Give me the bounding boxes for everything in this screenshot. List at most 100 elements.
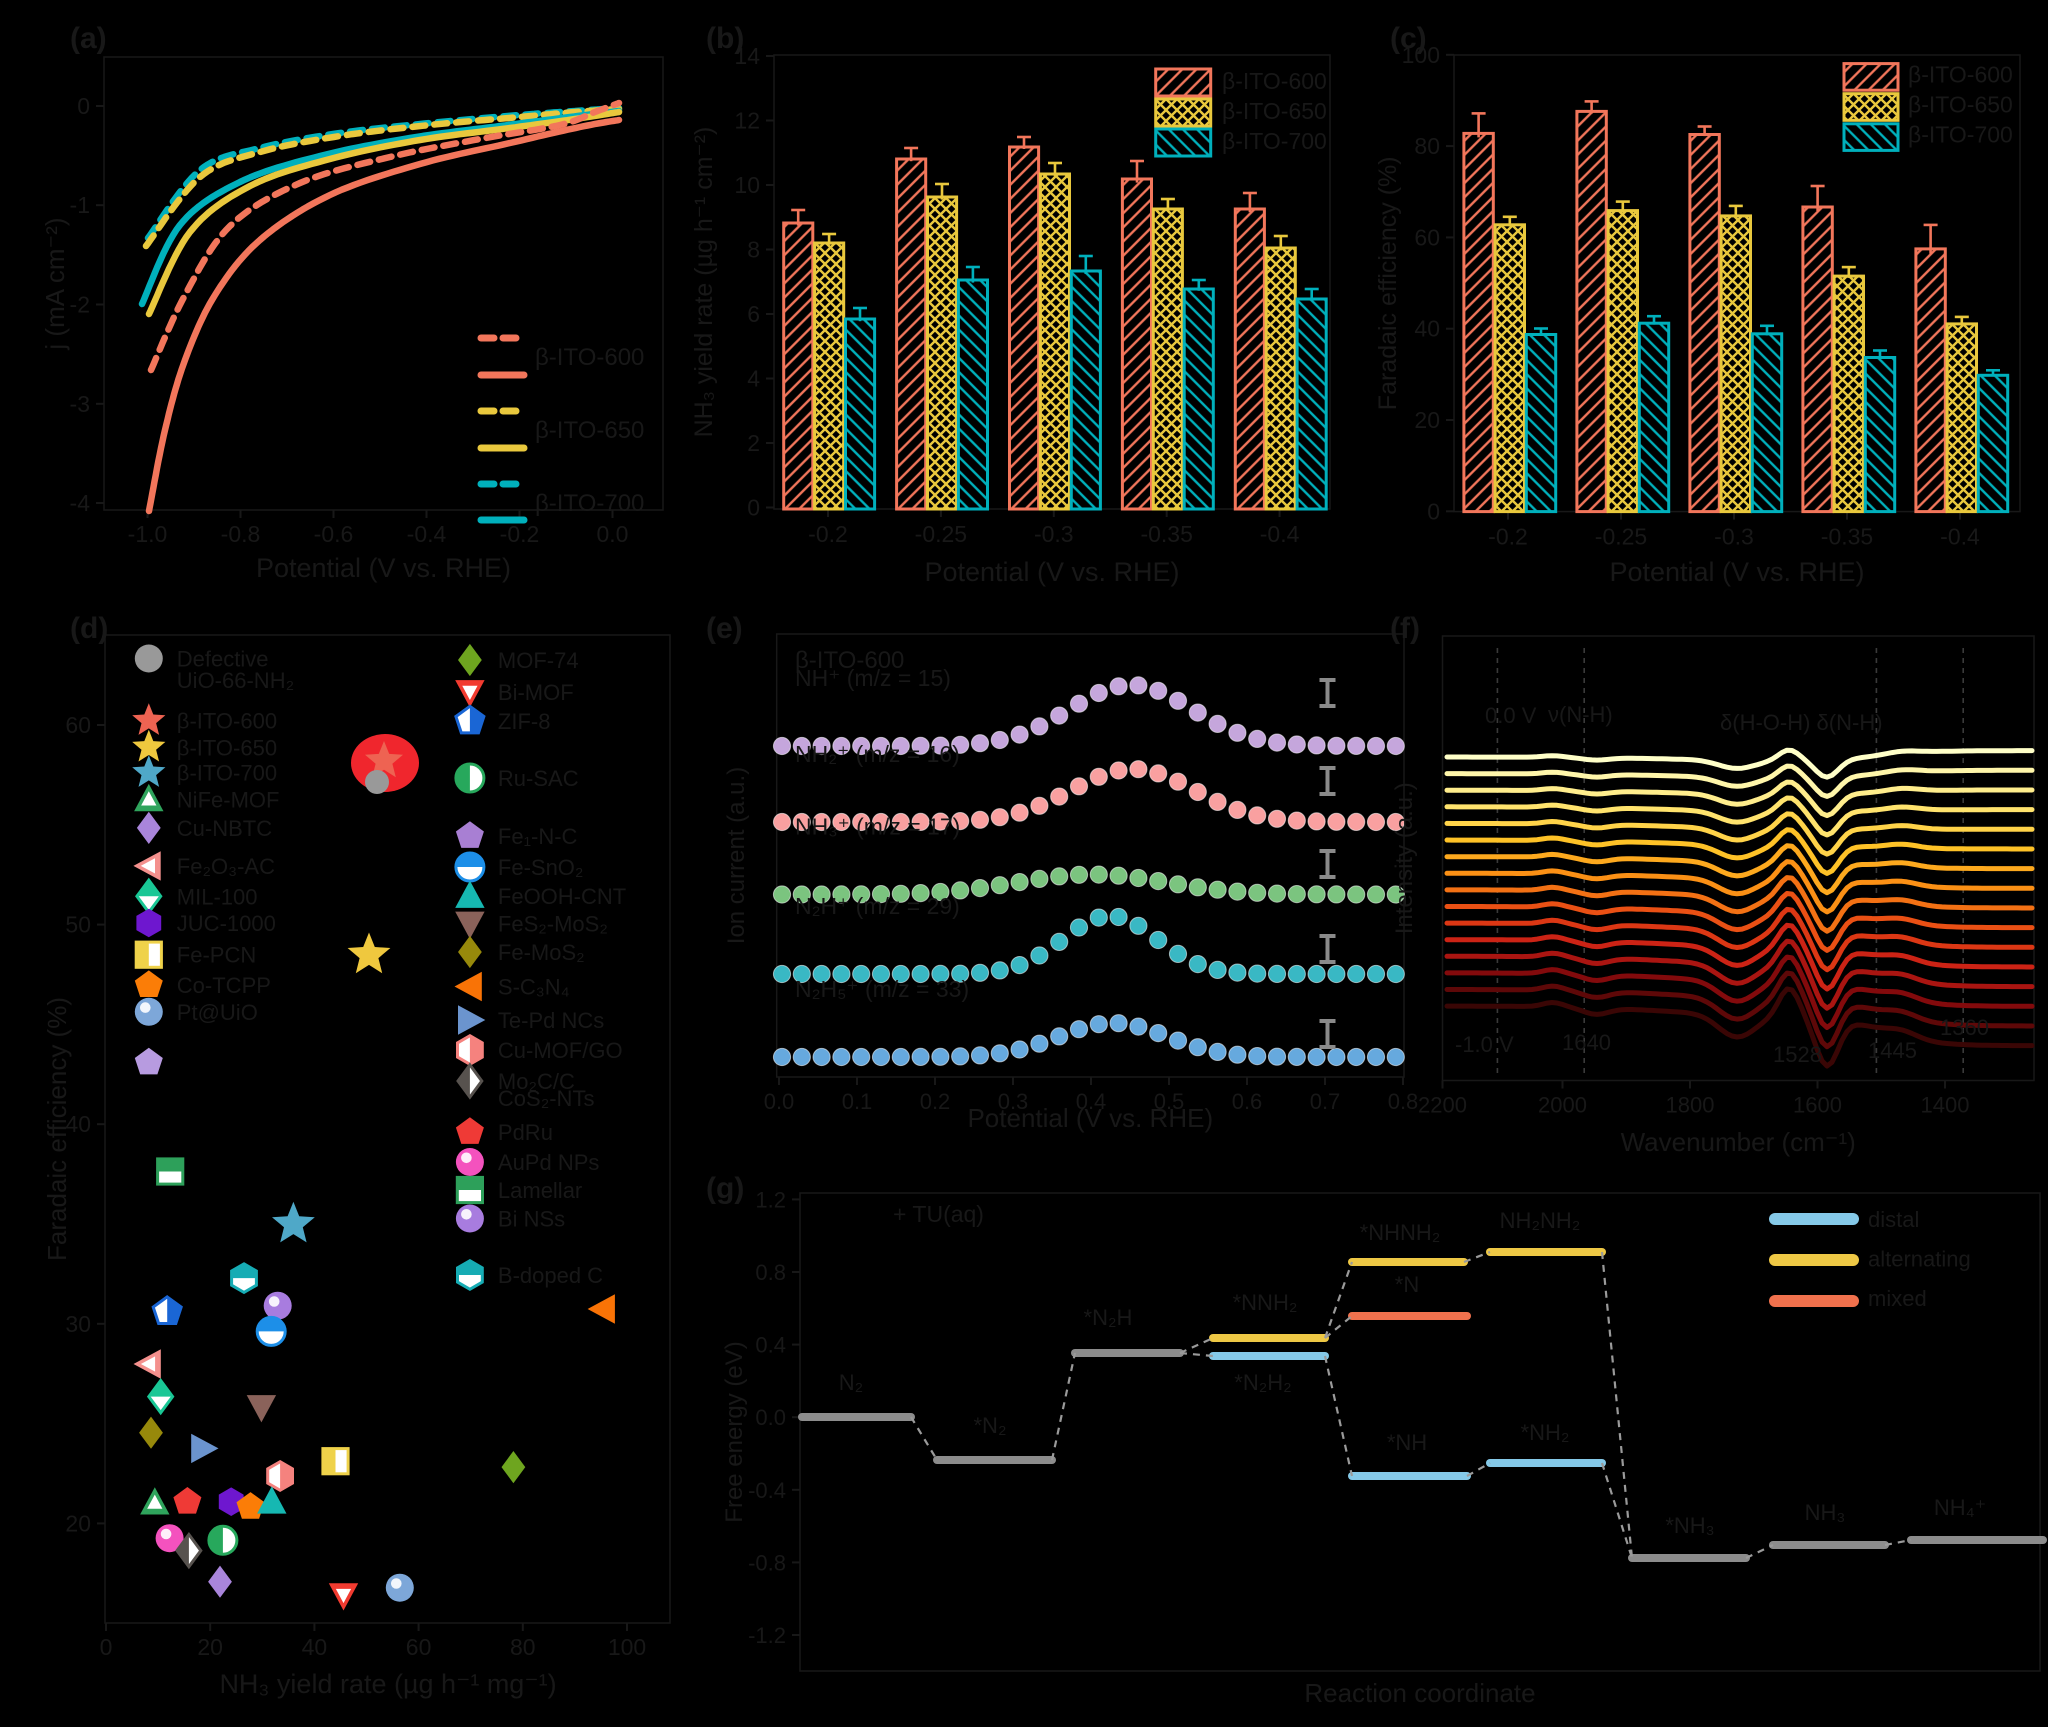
svg-text:0.4: 0.4: [755, 1333, 786, 1358]
svg-text:0: 0: [747, 495, 760, 521]
svg-text:2200: 2200: [1418, 1093, 1467, 1118]
svg-text:-0.25: -0.25: [1595, 524, 1647, 550]
svg-text:β-ITO-600: β-ITO-600: [535, 344, 644, 371]
svg-text:Potential (V vs. RHE): Potential (V vs. RHE): [1609, 557, 1864, 587]
svg-text:NH₂⁺ (m/z = 16): NH₂⁺ (m/z = 16): [795, 741, 960, 767]
svg-text:Fe-SnO₂: Fe-SnO₂: [498, 855, 584, 880]
svg-text:ZIF-8: ZIF-8: [498, 709, 551, 734]
svg-text:80: 80: [510, 1634, 536, 1660]
svg-text:0.1: 0.1: [842, 1089, 873, 1114]
svg-text:N₂: N₂: [839, 1370, 863, 1395]
svg-text:NH₄⁺: NH₄⁺: [1934, 1495, 1986, 1520]
svg-text:alternating: alternating: [1868, 1247, 1971, 1272]
svg-text:β-ITO-650: β-ITO-650: [177, 735, 277, 760]
svg-text:0.7: 0.7: [1310, 1089, 1341, 1114]
svg-text:Bi NSs: Bi NSs: [498, 1207, 565, 1232]
svg-text:-0.3: -0.3: [1714, 524, 1754, 550]
svg-text:-0.4: -0.4: [1260, 521, 1300, 547]
svg-text:(b): (b): [706, 22, 744, 55]
svg-text:50: 50: [65, 912, 91, 938]
svg-text:0.0: 0.0: [597, 521, 629, 547]
svg-text:S-C₃N₄: S-C₃N₄: [498, 975, 570, 1000]
svg-text:1600: 1600: [1793, 1093, 1842, 1118]
svg-text:distal: distal: [1868, 1207, 1919, 1232]
svg-text:80: 80: [1414, 133, 1440, 159]
svg-text:NiFe-MOF: NiFe-MOF: [177, 787, 280, 812]
svg-text:-0.4: -0.4: [1940, 524, 1980, 550]
svg-text:Faradaic efficiency (%): Faradaic efficiency (%): [1374, 156, 1402, 410]
svg-text:N₂H₅⁺ (m/z = 33): N₂H₅⁺ (m/z = 33): [795, 976, 969, 1002]
svg-text:0.0: 0.0: [764, 1089, 795, 1114]
svg-text:NH₃⁺ (m/z = 17): NH₃⁺ (m/z = 17): [795, 814, 960, 840]
svg-text:-0.6: -0.6: [314, 521, 354, 547]
svg-text:Potential (V vs. RHE): Potential (V vs. RHE): [967, 1103, 1213, 1133]
svg-text:0: 0: [1427, 498, 1440, 524]
svg-text:2000: 2000: [1538, 1093, 1587, 1118]
svg-text:-0.25: -0.25: [915, 521, 967, 547]
svg-text:20: 20: [1414, 407, 1440, 433]
svg-text:20: 20: [197, 1634, 223, 1660]
svg-text:*N₂H: *N₂H: [1084, 1305, 1133, 1330]
svg-text:ν(N-H): ν(N-H): [1548, 702, 1613, 727]
svg-text:-0.4: -0.4: [407, 521, 447, 547]
svg-text:PdRu: PdRu: [498, 1120, 553, 1145]
svg-text:0: 0: [100, 1634, 113, 1660]
svg-text:Te-Pd NCs: Te-Pd NCs: [498, 1008, 604, 1033]
svg-text:FeS₂-MoS₂: FeS₂-MoS₂: [498, 912, 608, 937]
svg-text:-1.0 V: -1.0 V: [1455, 1032, 1514, 1057]
svg-text:NH₃: NH₃: [1805, 1500, 1846, 1525]
svg-text:Fe-PCN: Fe-PCN: [177, 943, 256, 968]
svg-text:Mo₂C/C: Mo₂C/C: [498, 1069, 575, 1094]
svg-text:1800: 1800: [1666, 1093, 1715, 1118]
svg-text:8: 8: [747, 237, 760, 263]
svg-text:β-ITO-650: β-ITO-650: [1908, 92, 2013, 118]
svg-text:20: 20: [65, 1510, 91, 1536]
svg-text:B-doped C: B-doped C: [498, 1263, 603, 1288]
svg-text:1640: 1640: [1562, 1030, 1611, 1055]
svg-text:Defective: Defective: [177, 647, 269, 672]
svg-text:(f): (f): [1390, 612, 1420, 645]
svg-text:Free energy (eV): Free energy (eV): [721, 1341, 748, 1522]
svg-text:Lamellar: Lamellar: [498, 1178, 582, 1203]
svg-text:β-ITO-650: β-ITO-650: [535, 417, 644, 444]
svg-text:40: 40: [302, 1634, 328, 1660]
svg-text:*NH₃: *NH₃: [1665, 1513, 1714, 1538]
svg-text:Intensity (a.u.): Intensity (a.u.): [1391, 782, 1418, 934]
svg-text:NH₃ yield rate (µg h⁻¹ mg⁻¹): NH₃ yield rate (µg h⁻¹ mg⁻¹): [219, 1669, 556, 1699]
svg-text:β-ITO-700: β-ITO-700: [1222, 128, 1327, 154]
svg-text:β-ITO-600: β-ITO-600: [1908, 62, 2013, 88]
svg-text:-0.2: -0.2: [1488, 524, 1528, 550]
svg-text:Cu-NBTC: Cu-NBTC: [177, 816, 272, 841]
svg-text:-1.0: -1.0: [128, 521, 168, 547]
svg-text:1360: 1360: [1940, 1015, 1989, 1040]
svg-text:0.2: 0.2: [920, 1089, 951, 1114]
svg-text:δ(H-O-H) δ(N-H): δ(H-O-H) δ(N-H): [1720, 710, 1883, 735]
svg-text:0.8: 0.8: [755, 1260, 786, 1285]
svg-text:0.0 V: 0.0 V: [1485, 703, 1537, 728]
svg-text:0.8: 0.8: [1388, 1089, 1419, 1114]
svg-text:0.5: 0.5: [1154, 1089, 1185, 1114]
svg-text:-1.2: -1.2: [748, 1623, 786, 1648]
svg-text:Bi-MOF: Bi-MOF: [498, 680, 574, 705]
svg-text:(g): (g): [706, 1172, 744, 1205]
svg-text:60: 60: [1414, 224, 1440, 250]
svg-text:1400: 1400: [1921, 1093, 1970, 1118]
svg-text:β-ITO-700: β-ITO-700: [535, 490, 644, 517]
svg-text:Fe₁-N-C: Fe₁-N-C: [498, 824, 578, 849]
svg-text:Ion current (a.u.): Ion current (a.u.): [723, 767, 750, 944]
svg-text:β-ITO-600: β-ITO-600: [177, 709, 277, 734]
svg-text:-0.2: -0.2: [808, 521, 848, 547]
svg-text:-4: -4: [70, 490, 91, 516]
svg-text:0.3: 0.3: [998, 1089, 1029, 1114]
svg-text:Reaction coordinate: Reaction coordinate: [1304, 1678, 1535, 1708]
svg-text:6: 6: [747, 301, 760, 327]
svg-text:-0.3: -0.3: [1034, 521, 1074, 547]
svg-text:0.6: 0.6: [1232, 1089, 1263, 1114]
svg-text:β-ITO-700: β-ITO-700: [177, 761, 277, 786]
svg-text:Fe₂O₃-AC: Fe₂O₃-AC: [177, 854, 275, 879]
svg-text:1.2: 1.2: [755, 1187, 786, 1212]
svg-text:Pt@UiO: Pt@UiO: [177, 1000, 258, 1025]
svg-text:j (mA cm⁻²): j (mA cm⁻²): [40, 217, 70, 350]
svg-text:(d): (d): [70, 612, 108, 645]
svg-text:-3: -3: [70, 391, 90, 417]
